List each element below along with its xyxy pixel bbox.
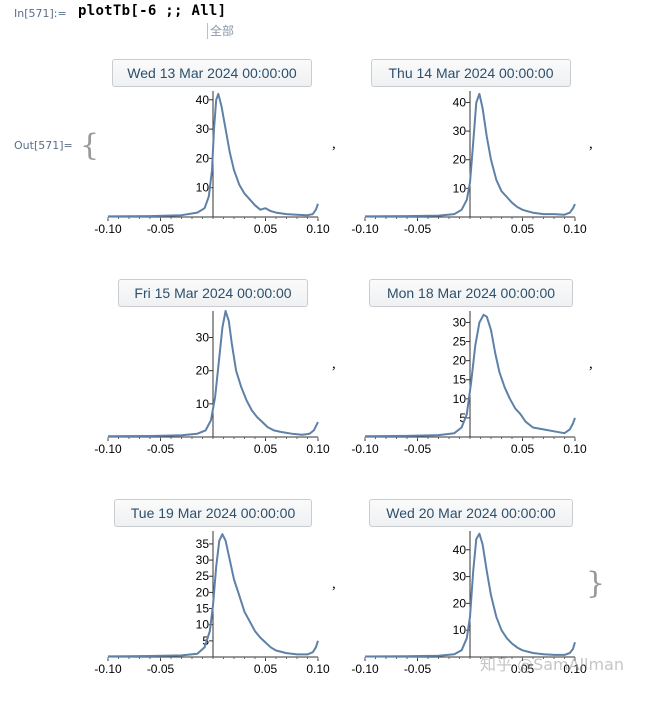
x-tick-label: 0.10 <box>306 662 330 676</box>
x-tick-label: 0.05 <box>511 442 535 456</box>
date-label-button[interactable]: Thu 14 Mar 2024 00:00:00 <box>371 59 571 87</box>
plot-panel: Tue 19 Mar 2024 00:00:00 -0.10 -0.05 0.05 0… <box>94 499 330 699</box>
density-curve <box>107 533 319 658</box>
y-tick-label: 15 <box>196 602 210 616</box>
y-tick-label: 30 <box>196 553 210 567</box>
x-tick-label: -0.05 <box>404 222 432 236</box>
date-label-button[interactable]: Mon 18 Mar 2024 00:00:00 <box>369 279 573 307</box>
y-tick-label: 35 <box>196 537 210 551</box>
x-tick-label: 0.05 <box>254 442 278 456</box>
y-tick-label: 10 <box>196 397 210 411</box>
y-tick-label: 30 <box>196 331 210 345</box>
y-tick-label: 30 <box>453 124 467 138</box>
x-tick-label: -0.05 <box>404 662 432 676</box>
x-tick-label: 0.05 <box>511 662 535 676</box>
y-tick-label: 10 <box>196 181 210 195</box>
list-comma: , <box>589 136 593 152</box>
plot-panel: Fri 15 Mar 2024 00:00:00 -0.10 -0.05 0.05 0… <box>94 279 330 479</box>
density-plot: -0.10 -0.05 0.05 0.10 10 20 30 <box>94 310 330 456</box>
y-tick-label: 20 <box>196 151 210 165</box>
y-tick-label: 40 <box>453 543 467 557</box>
density-curve <box>364 532 576 658</box>
x-tick-label: 0.10 <box>306 442 330 456</box>
y-tick-label: 10 <box>453 181 467 195</box>
density-curve <box>364 313 576 438</box>
plot-panel: Thu 14 Mar 2024 00:00:00 -0.10 -0.05 0.05 0… <box>351 59 587 259</box>
date-label-button[interactable]: Fri 15 Mar 2024 00:00:00 <box>118 279 308 307</box>
autocomplete-hint[interactable]: 全部 <box>207 23 234 39</box>
density-curve <box>364 92 576 218</box>
y-tick-label: 30 <box>196 122 210 136</box>
plot-panel: Mon 18 Mar 2024 00:00:00 -0.10 -0.05 0.05 0… <box>351 279 587 479</box>
x-tick-label: -0.10 <box>351 662 379 676</box>
density-curve <box>107 92 319 218</box>
y-tick-label: 20 <box>196 585 210 599</box>
list-comma: , <box>332 136 336 152</box>
x-tick-label: 0.10 <box>563 222 587 236</box>
density-plot: -0.10 -0.05 0.05 0.10 10 20 30 40 <box>351 531 587 676</box>
x-tick-label: 0.10 <box>563 442 587 456</box>
x-tick-label: -0.10 <box>94 442 122 456</box>
x-tick-label: -0.10 <box>351 442 379 456</box>
x-tick-label: -0.05 <box>147 442 175 456</box>
x-tick-label: 0.05 <box>254 222 278 236</box>
date-label-button[interactable]: Tue 19 Mar 2024 00:00:00 <box>114 499 312 527</box>
plot-panel: Wed 13 Mar 2024 00:00:00 -0.10 -0.05 0.05 0… <box>94 59 330 259</box>
input-cell-label: In[571]:= <box>14 7 67 20</box>
x-tick-label: -0.10 <box>94 222 122 236</box>
y-tick-label: 20 <box>196 364 210 378</box>
x-tick-label: -0.05 <box>147 222 175 236</box>
x-tick-label: -0.05 <box>404 442 432 456</box>
list-comma: , <box>332 576 336 592</box>
y-tick-label: 40 <box>453 95 467 109</box>
open-brace: { <box>80 128 100 163</box>
density-plot: -0.10 -0.05 0.05 0.10 10 20 30 40 <box>94 91 330 236</box>
y-tick-label: 20 <box>453 596 467 610</box>
x-tick-label: 0.05 <box>254 662 278 676</box>
y-tick-label: 5 <box>459 411 466 425</box>
y-tick-label: 10 <box>453 623 467 637</box>
x-tick-label: 0.10 <box>306 222 330 236</box>
y-tick-label: 40 <box>196 93 210 107</box>
date-label-button[interactable]: Wed 13 Mar 2024 00:00:00 <box>112 59 312 87</box>
y-tick-label: 25 <box>453 335 467 349</box>
y-tick-label: 30 <box>453 315 467 329</box>
y-tick-label: 10 <box>453 392 467 406</box>
output-cell-label: Out[571]= <box>14 139 73 152</box>
watermark: 知乎 @SamAllman <box>480 655 625 674</box>
date-label-button[interactable]: Wed 20 Mar 2024 00:00:00 <box>369 499 573 527</box>
y-tick-label: 25 <box>196 569 210 583</box>
list-comma: , <box>589 356 593 372</box>
y-tick-label: 20 <box>453 354 467 368</box>
density-plot: -0.10 -0.05 0.05 0.10 10 20 30 40 <box>351 91 587 236</box>
plot-panel: Wed 20 Mar 2024 00:00:00 -0.10 -0.05 0.05 0… <box>351 499 587 699</box>
y-tick-label: 20 <box>453 153 467 167</box>
close-brace: } <box>586 566 606 601</box>
y-tick-label: 30 <box>453 570 467 584</box>
list-comma: , <box>332 356 336 372</box>
input-code[interactable]: plotTb[-6 ;; All] <box>78 3 227 19</box>
y-tick-label: 15 <box>453 373 467 387</box>
x-tick-label: -0.10 <box>94 662 122 676</box>
density-plot: -0.10 -0.05 0.05 0.10 5 10 15 20 25 30 <box>351 311 587 456</box>
x-tick-label: 0.10 <box>563 662 587 676</box>
x-tick-label: 0.05 <box>511 222 535 236</box>
density-curve <box>107 310 319 438</box>
y-tick-label: 10 <box>196 618 210 632</box>
x-tick-label: -0.10 <box>351 222 379 236</box>
x-tick-label: -0.05 <box>147 662 175 676</box>
